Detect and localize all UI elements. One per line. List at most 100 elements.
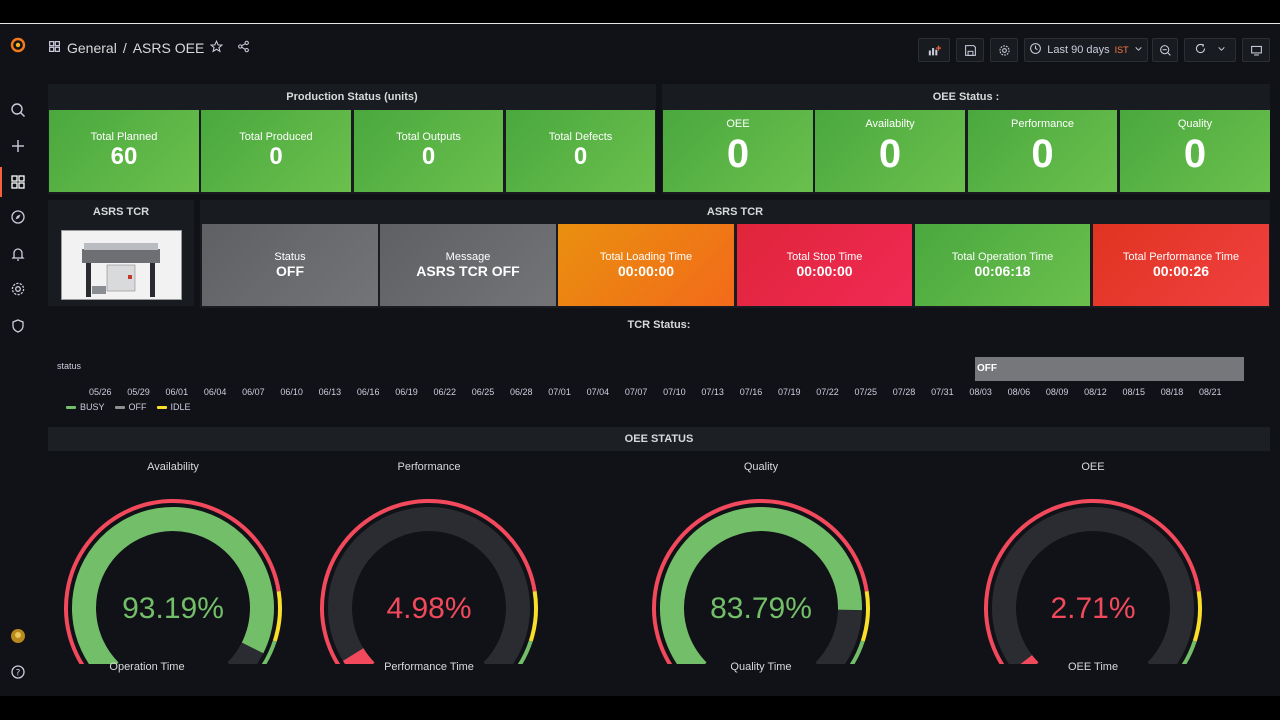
gauge-title: Quality [743,461,779,473]
bell-icon[interactable] [9,245,27,263]
breadcrumb-folder[interactable]: General [67,40,117,56]
timeline-row-label: status [57,361,82,371]
timeline-tick-label: 06/04 [203,387,227,397]
plus-icon[interactable] [9,137,27,155]
timeline-off-segment[interactable]: OFF [975,357,1244,381]
gauge-value: 4.98% [386,592,472,625]
help-icon[interactable]: ? [9,663,27,681]
asrs-image-panel: ASRS TCR [48,200,194,306]
dashboards-icon[interactable] [9,173,27,191]
stat-value: 00:00:00 [796,263,853,279]
total-defects-stat[interactable]: Total Defects 0 [506,110,655,192]
gauge-threshold-green [849,640,865,664]
stat-label: Total Outputs [396,131,461,143]
stat-value: 0 [1183,132,1207,176]
timeline-tick-label: 06/01 [165,387,189,397]
add-panel-button[interactable] [918,38,950,62]
legend-idle[interactable]: IDLE [170,402,191,412]
performance-stat[interactable]: Performance 0 [968,110,1117,192]
gauge-value-arc [660,507,862,664]
tv-mode-button[interactable] [1242,38,1270,62]
timeline-tick-label: 07/13 [701,387,724,397]
grafana-logo-icon[interactable] [9,36,27,54]
gauge-value-arc [72,507,274,664]
gear-icon[interactable] [9,280,27,298]
gauge-threshold-red [984,499,1201,664]
production-status-title: Production Status (units) [286,91,418,103]
legend-off[interactable]: OFF [128,402,147,412]
gauge-threshold-red [64,499,281,664]
asrs-tcr-title: ASRS TCR [706,206,764,218]
total-produced-stat[interactable]: Total Produced 0 [201,110,351,192]
legend-busy[interactable]: BUSY [80,402,105,412]
breadcrumb-separator: / [122,40,127,56]
total-performance-time-stat[interactable]: Total Performance Time 00:00:26 [1093,224,1269,306]
gauge-subtitle: OEE Time [1067,661,1119,673]
dashboard-settings-button[interactable] [990,38,1018,62]
explore-compass-icon[interactable] [9,208,27,226]
total-outputs-stat[interactable]: Total Outputs 0 [354,110,503,192]
tcr-status-title: TCR Status: [627,319,691,331]
stat-label: Availabilty [865,118,915,130]
gauge-threshold-red [320,499,537,664]
tcr-message-stat[interactable]: Message ASRS TCR OFF [380,224,556,306]
stat-value: OFF [276,263,304,279]
refresh-button[interactable] [1184,38,1236,62]
timeline-tick-label: 06/07 [242,387,265,397]
page-title[interactable]: ASRS OEE [132,40,205,56]
avatar[interactable] [9,627,27,645]
stat-value: 00:00:26 [1152,263,1210,279]
gauge-title: Availability [147,461,199,473]
stat-value: 0 [573,143,588,170]
oee-stat[interactable]: OEE 0 [663,110,813,192]
total-loading-time-stat[interactable]: Total Loading Time 00:00:00 [558,224,734,306]
timeline-tick-label: 06/16 [356,387,380,397]
timeline-tick-label: 06/25 [471,387,495,397]
timeline-tick-label: 07/28 [892,387,916,397]
gauge-threshold-yellow [1192,590,1202,642]
timeline-tick-label: 08/03 [969,387,992,397]
stat-label: OEE [726,118,750,130]
legend-swatch-busy [66,405,76,409]
gauge-subtitle: Performance Time [384,661,474,673]
shield-icon[interactable] [9,317,27,335]
oee-gauges-row-header[interactable]: OEE STATUS [48,427,1270,451]
timeline-tick-label: 05/26 [89,387,112,397]
gauge-title: Performance [397,461,461,473]
breadcrumb: General / ASRS OEE [48,39,250,56]
stat-label: Total Loading Time [599,251,693,263]
quality-stat[interactable]: Quality 0 [1120,110,1270,192]
stat-label: Status [274,251,306,263]
search-icon[interactable] [9,101,27,119]
asrs-image-title: ASRS TCR [92,206,150,218]
stat-value: 0 [269,143,283,170]
timeline-tick-label: 07/31 [931,387,954,397]
time-range-picker[interactable]: Last 90 days IST [1024,38,1148,62]
sidebar-active-indicator [0,167,2,197]
save-button[interactable] [956,38,984,62]
total-stop-time-stat[interactable]: Total Stop Time 00:00:00 [737,224,912,306]
timeline-tick-label: 08/09 [1045,387,1069,397]
timeline-tick-label: 07/19 [777,387,801,397]
timeline-tick-label: 06/13 [318,387,342,397]
dashboard-header: General / ASRS OEE Last 90 days IST [36,24,1280,74]
total-operation-time-stat[interactable]: Total Operation Time 00:06:18 [915,224,1090,306]
asrs-tcr-panel: ASRS TCR [200,200,1270,308]
availability-stat[interactable]: Availabilty 0 [815,110,965,192]
stat-value: 0 [421,143,436,170]
zoom-out-button[interactable] [1152,38,1178,62]
stat-value: 0 [878,132,902,176]
gauge-value-arc [342,648,375,664]
refresh-icon [1194,42,1207,58]
total-planned-stat[interactable]: Total Planned 60 [49,110,199,192]
gauge-threshold-green [1181,640,1197,664]
star-icon[interactable] [210,39,224,56]
timeline-tick-label: 07/22 [816,387,839,397]
share-icon[interactable] [237,40,250,56]
gauge-threshold-yellow [528,590,538,642]
stat-value: 0 [1031,132,1054,176]
gauge-subtitle: Operation Time [109,661,185,673]
refresh-interval-chevron-icon[interactable] [1217,44,1226,56]
tcr-status-stat[interactable]: Status OFF [202,224,378,306]
gauge-threshold-yellow [272,590,282,642]
